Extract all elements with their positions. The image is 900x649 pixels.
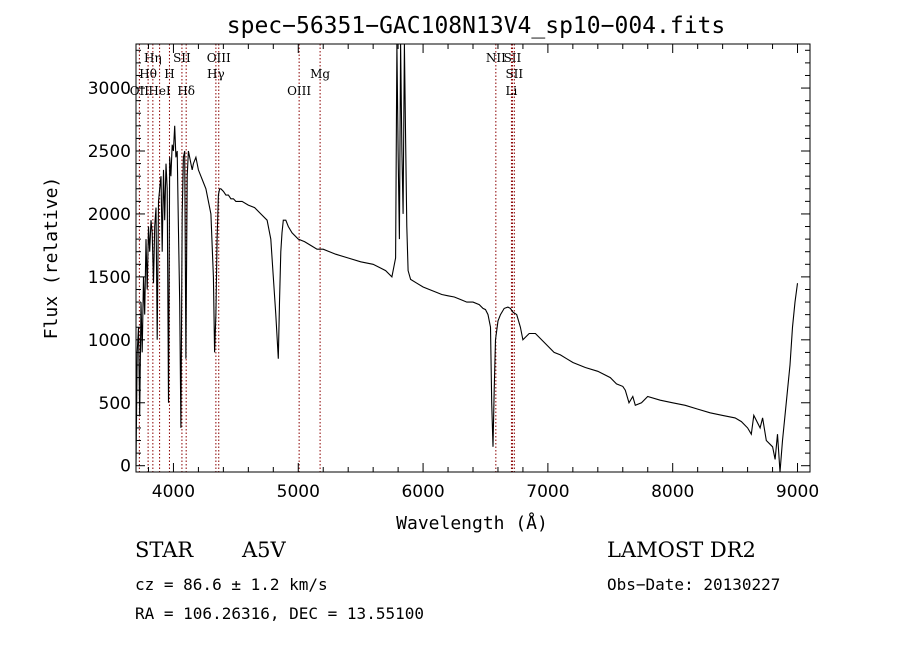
y-tick-label: 2500 [88,142,131,162]
spectral-line-label: H [164,67,174,81]
x-tick-label: 4000 [152,482,195,502]
spectral-line-label: OIII [287,84,311,98]
y-tick-label: 2000 [88,205,131,225]
spectral-line-label: SII [173,51,191,65]
y-tick-label: 1500 [88,268,131,288]
x-tick-label: 8000 [651,482,694,502]
spectral-line-label: HeI [148,84,171,98]
spectral-line-label: Hγ [207,67,225,81]
spectral-line-label: Hδ [177,84,195,98]
spectrum-line [135,43,799,473]
spectral-line-label: SII [504,51,522,65]
y-tick-label: 3000 [88,79,131,99]
y-axis-ticks: 0 500 1000 1500 2000 2500 3000 [88,49,810,477]
spectral-line-label: OII [130,84,150,98]
spectral-line-label: Mg [310,67,330,81]
spectral-line-label: SII [505,67,523,81]
spectral-line-label: OIII [207,51,231,65]
x-tick-label: 6000 [401,482,444,502]
y-axis-label: Flux (relative) [41,177,62,340]
x-tick-label: 5000 [277,482,320,502]
y-tick-label: 0 [120,457,131,477]
plot-frame [135,43,811,473]
x-tick-label: 9000 [776,482,819,502]
object-subclass: A5V [242,538,286,562]
survey-name: LAMOST DR2 [607,538,756,562]
x-axis-ticks: 4000 5000 6000 7000 8000 9000 [147,44,819,502]
y-tick-label: 500 [99,394,131,414]
x-tick-label: 7000 [526,482,569,502]
spectral-line-label: NII [486,51,506,65]
spectral-line-label: Li [506,84,518,98]
object-class: STAR [135,538,194,562]
y-tick-label: 1000 [88,331,131,351]
redshift-value: cz = 86.6 ± 1.2 km/s [135,575,328,594]
spectral-line-label: Hη [144,51,162,65]
x-axis-label: Wavelength (Å) [396,512,548,534]
observation-date: Obs−Date: 20130227 [607,575,781,594]
coordinates: RA = 106.26316, DEC = 13.55100 [135,604,424,623]
chart-title: spec−56351−GAC108N13V4_sp10−004.fits [227,13,726,39]
spectral-line-label: Hθ [139,67,157,81]
